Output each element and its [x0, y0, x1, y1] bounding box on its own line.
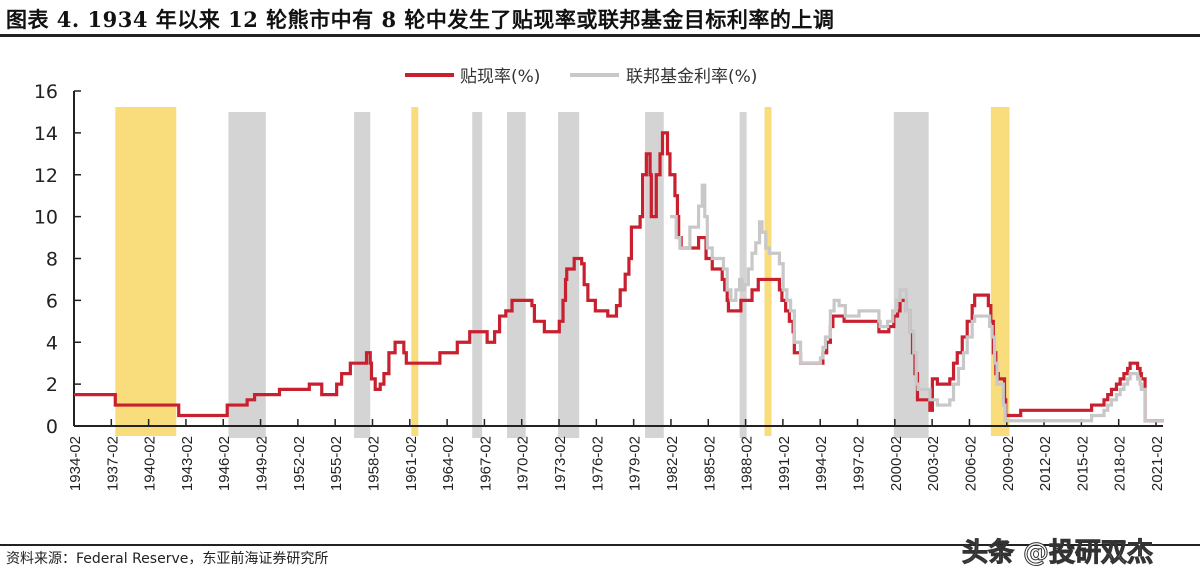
x-tick-label: 1949-02: [254, 436, 271, 491]
legend-fedfunds-label: 联邦基金利率(%): [626, 67, 757, 87]
x-tick-label: 1979-02: [627, 436, 644, 491]
y-tick-label: 8: [46, 249, 58, 271]
discount-rate-line: [74, 131, 1164, 423]
x-tick-label: 1976-02: [589, 436, 606, 491]
x-tick-label: 1940-02: [142, 436, 159, 491]
x-tick-label: 1934-02: [67, 436, 84, 491]
x-tick-label: 1967-02: [477, 436, 494, 491]
band-bear-market: [893, 112, 929, 438]
x-tick-label: 1988-02: [739, 436, 756, 491]
chart-legend: 贴现率(%) 联邦基金利率(%): [405, 67, 757, 87]
x-tick-label: 1955-02: [328, 436, 345, 491]
x-tick-label: 2018-02: [1112, 436, 1129, 491]
x-tick-label: 1943-02: [179, 436, 196, 491]
band-bear-market: [739, 112, 747, 438]
x-tick-label: 1982-02: [664, 436, 681, 491]
x-tick-label: 2006-02: [962, 436, 979, 491]
band-rate-hike: [990, 107, 1010, 436]
chart-axes: 0 2 4 6 8 10 12 14 16 1934-02 1937-02 1940-02 1943-0…: [34, 81, 1166, 491]
x-tick-label: 1994-02: [813, 436, 830, 491]
x-tick-label: 1946-02: [216, 436, 233, 491]
x-tick-label: 1961-02: [403, 436, 420, 491]
x-tick-label: 1991-02: [776, 436, 793, 491]
band-rate-hike: [764, 107, 772, 436]
x-tick-label: 1985-02: [701, 436, 718, 491]
band-bear-market: [354, 112, 371, 438]
source-note: 资料来源：Federal Reserve，东亚前海证券研究所: [6, 551, 329, 567]
rate-lines: [74, 131, 1164, 423]
title-divider: [0, 34, 1200, 37]
x-tick-label: 1937-02: [104, 436, 121, 491]
band-rate-hike: [411, 107, 419, 436]
x-tick-label: 2021-02: [1149, 436, 1166, 491]
band-bear-market: [507, 112, 526, 438]
y-tick-label: 2: [46, 374, 58, 396]
y-tick-label: 0: [46, 416, 58, 438]
band-bear-market: [558, 112, 580, 438]
x-tick-label: 2000-02: [888, 436, 905, 491]
x-tick-label: 1973-02: [552, 436, 569, 491]
x-tick-label: 1970-02: [515, 436, 532, 491]
band-bear-market: [472, 112, 483, 438]
chart-title: 图表 4. 1934 年以来 12 轮熊市中有 8 轮中发生了贴现率或联邦基金目…: [6, 7, 835, 32]
band-rate-hike: [115, 107, 177, 436]
band-bear-market: [228, 112, 266, 438]
x-tick-label: 1964-02: [440, 436, 457, 491]
y-tick-label: 16: [34, 81, 58, 103]
watermark: 头条 @投研双杰: [961, 538, 1154, 569]
legend-discount-label: 贴现率(%): [460, 67, 540, 87]
bear-market-bands: [115, 107, 1010, 438]
x-tick-label: 2003-02: [925, 436, 942, 491]
y-tick-label: 6: [46, 290, 58, 312]
x-tick-label: 1958-02: [365, 436, 382, 491]
x-tick-label: 1997-02: [851, 436, 868, 491]
y-tick-label: 10: [34, 207, 58, 229]
footer-divider: [0, 544, 1200, 546]
y-tick-label: 4: [46, 332, 58, 354]
x-tick-label: 2015-02: [1074, 436, 1091, 491]
x-tick-label: 1952-02: [291, 436, 308, 491]
y-tick-label: 14: [34, 123, 58, 145]
y-tick-label: 12: [34, 165, 58, 187]
x-tick-label: 2012-02: [1037, 436, 1054, 491]
x-tick-label: 2009-02: [1000, 436, 1017, 491]
fed-funds-line: [669, 183, 1164, 423]
